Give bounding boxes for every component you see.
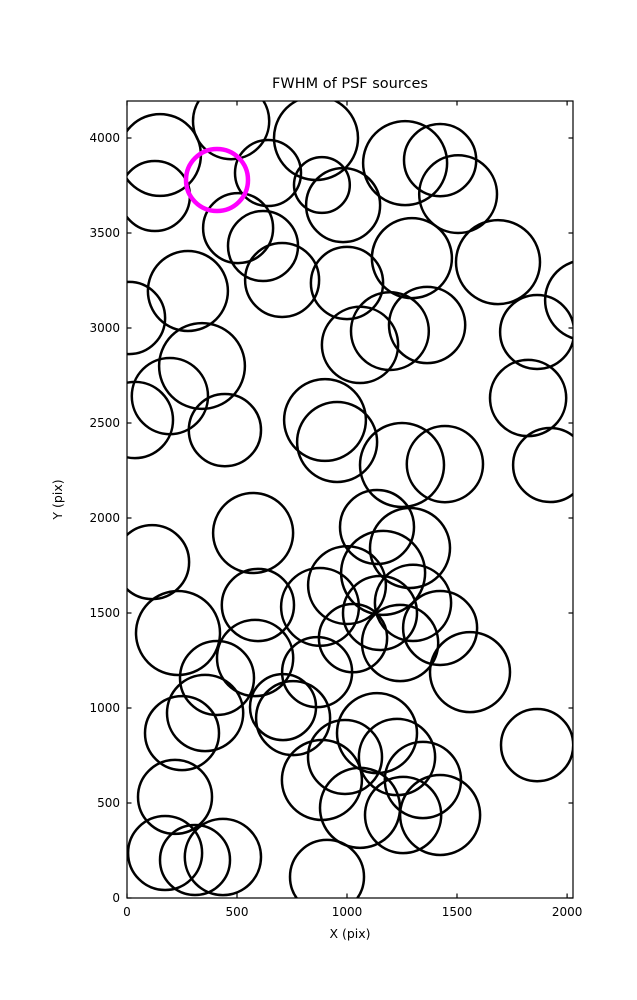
psf-circle — [143, 694, 221, 772]
y-tick-label: 3500 — [89, 226, 120, 240]
psf-circle — [320, 305, 400, 385]
psf-circle — [134, 589, 222, 677]
psf-circle — [401, 589, 479, 667]
psf-circle — [358, 421, 446, 509]
y-tick-label: 4000 — [89, 131, 120, 145]
psf-circle — [127, 280, 167, 356]
psf-circle — [498, 293, 573, 371]
psf-circle — [288, 838, 366, 898]
psf-circle — [360, 603, 440, 683]
psf-circle — [157, 321, 247, 411]
psf-circle — [383, 740, 463, 820]
psf-circle — [306, 544, 388, 626]
psf-circle — [295, 400, 379, 484]
psf-circle — [363, 775, 443, 855]
psf-circle — [127, 380, 175, 460]
psf-circle — [254, 679, 332, 757]
psf-circle — [417, 153, 499, 235]
x-axis-label: X (pix) — [329, 926, 370, 941]
y-tick-label: 3000 — [89, 321, 120, 335]
psf-circle — [136, 758, 214, 836]
psf-circle — [178, 639, 256, 717]
psf-circle — [511, 426, 573, 504]
x-tick-label: 0 — [123, 905, 131, 919]
psf-circle — [398, 773, 482, 857]
psf-circle — [146, 249, 230, 333]
psf-circle — [127, 814, 204, 892]
psf-circle — [226, 209, 300, 283]
tick-labels-layer: 0 500 1000 1500 2000 0 500 1000 1500 2000 2500 3000… — [89, 131, 582, 919]
psf-circle — [370, 216, 454, 300]
highlighted-psf-circle — [183, 146, 251, 214]
psf-circle — [309, 245, 385, 321]
psf-circle — [211, 491, 295, 575]
psf-circle — [339, 529, 427, 617]
x-tick-label: 500 — [226, 905, 249, 919]
psf-circle — [304, 166, 382, 244]
axes-spines — [126, 100, 574, 899]
psf-circle — [220, 567, 296, 643]
y-tick-label: 500 — [97, 796, 120, 810]
y-tick-label: 1000 — [89, 701, 120, 715]
psf-circle — [280, 635, 354, 709]
psf-circles-layer — [127, 101, 573, 898]
psf-circle — [373, 563, 453, 643]
psf-circle — [335, 691, 419, 775]
psf-circle — [488, 358, 568, 438]
psf-circle — [183, 817, 263, 897]
psf-circle — [243, 241, 321, 319]
psf-circle — [158, 823, 232, 897]
y-tick-label: 2000 — [89, 511, 120, 525]
psf-circle — [454, 218, 542, 306]
psf-circle — [499, 707, 573, 783]
psf-circle — [280, 738, 364, 822]
x-tick-label: 1500 — [442, 905, 473, 919]
psf-circle — [387, 285, 467, 365]
y-axis-label: Y (pix) — [50, 479, 65, 520]
psf-circle — [361, 119, 449, 207]
psf-circle — [428, 630, 512, 714]
ticks-layer — [126, 101, 573, 899]
psf-circle — [201, 191, 275, 265]
psf-circle — [368, 506, 452, 590]
plot-title: FWHM of PSF sources — [272, 76, 428, 92]
psf-circle — [282, 377, 368, 463]
psf-circle — [233, 138, 303, 208]
psf-circle — [341, 574, 419, 652]
x-tick-label: 1000 — [332, 905, 363, 919]
psf-circle — [306, 718, 384, 796]
y-tick-label: 1500 — [89, 606, 120, 620]
psf-circle — [338, 488, 416, 566]
psf-circle — [405, 424, 485, 504]
psf-circle — [191, 101, 271, 161]
psf-circle — [165, 673, 245, 753]
psf-circle — [187, 392, 263, 468]
psf-circle — [292, 155, 352, 215]
y-tick-label: 2500 — [89, 416, 120, 430]
y-tick-label: 0 — [112, 891, 120, 905]
x-tick-label: 2000 — [552, 905, 583, 919]
psf-circle — [127, 523, 191, 601]
psf-circle — [215, 618, 295, 698]
psf-circle — [543, 260, 573, 340]
